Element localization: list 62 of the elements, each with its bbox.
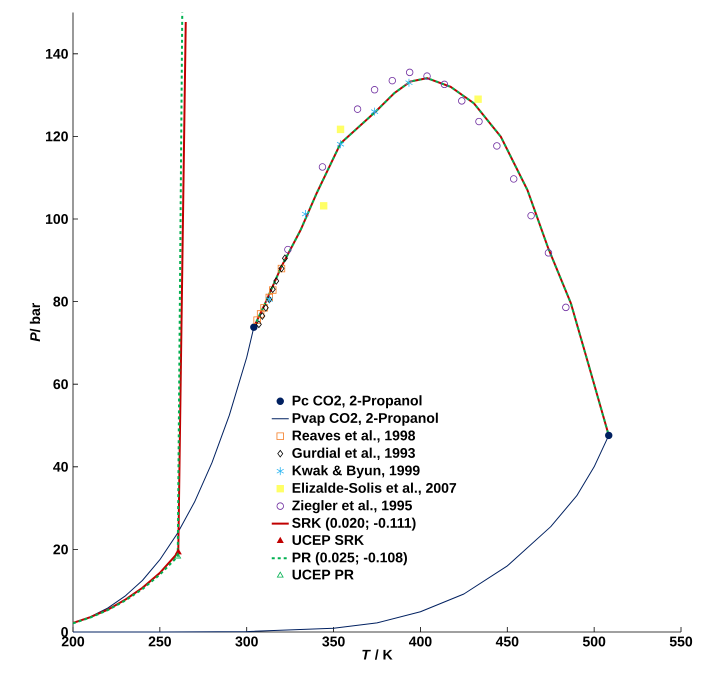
y-tick-label: 60 (53, 379, 68, 390)
legend-label: UCEP PR (292, 570, 354, 580)
legend-label: Reaves et al., 1998 (292, 430, 416, 442)
x-tick-label: 500 (582, 636, 606, 646)
point (262, 304, 269, 312)
point (336, 140, 344, 149)
point (388, 76, 396, 84)
x-tick-label: 400 (408, 636, 432, 646)
y-tick-label: 80 (53, 296, 68, 307)
point (405, 78, 413, 88)
x-tick-label: 550 (670, 636, 692, 646)
point (250, 324, 258, 331)
point (440, 80, 448, 88)
point (544, 249, 552, 257)
x-tick-label: 450 (496, 636, 518, 646)
x-tick-label: 250 (148, 636, 171, 646)
point (474, 96, 482, 103)
legend-label: Pc CO2, 2-Propanol (292, 395, 422, 408)
point (562, 304, 570, 312)
point (406, 68, 414, 76)
point (318, 163, 326, 171)
legend-label: Pvap CO2, 2-Propanol (292, 412, 438, 426)
point (510, 175, 518, 183)
legend-label: Elizalde-Solis et al., 2007 (292, 482, 456, 495)
y-tick-label: 100 (46, 214, 68, 224)
point (256, 320, 262, 328)
y-axis-title: P/ bar (30, 303, 40, 342)
point (253, 316, 261, 324)
legend-label: SRK (0.020; -0.111) (292, 518, 416, 531)
point (475, 118, 483, 126)
point (273, 277, 280, 285)
point (259, 312, 266, 320)
point (423, 72, 431, 80)
point (320, 202, 328, 210)
legend-label: Kwak & Byun, 1999 (292, 465, 420, 478)
point (256, 310, 264, 318)
point (370, 107, 378, 116)
y-tick-label: 0 (61, 627, 68, 637)
x-tick-label: 200 (62, 636, 84, 646)
x-axis-title: T / K (362, 649, 393, 660)
legend-label: PR (0.025; -0.108) (292, 552, 407, 566)
legend-label: Ziegler et al., 1995 (292, 500, 412, 514)
point (493, 142, 501, 150)
y-tick-label: 40 (53, 462, 68, 472)
y-tick-label: 140 (46, 48, 68, 59)
point (282, 254, 288, 262)
point (354, 105, 362, 113)
point (370, 86, 378, 94)
point (260, 304, 268, 312)
point (605, 432, 612, 440)
legend-label: UCEP SRK (292, 535, 364, 545)
point (174, 552, 182, 558)
y-tick-label: 120 (46, 131, 68, 142)
x-tick-label: 300 (235, 636, 258, 646)
x-tick-label: 350 (322, 636, 345, 646)
point (336, 126, 344, 134)
legend-label: Gurdial et al., 1993 (292, 448, 415, 460)
y-tick-label: 20 (53, 544, 68, 554)
point (527, 212, 535, 220)
point (302, 210, 310, 218)
point (284, 246, 292, 254)
point (458, 97, 466, 105)
